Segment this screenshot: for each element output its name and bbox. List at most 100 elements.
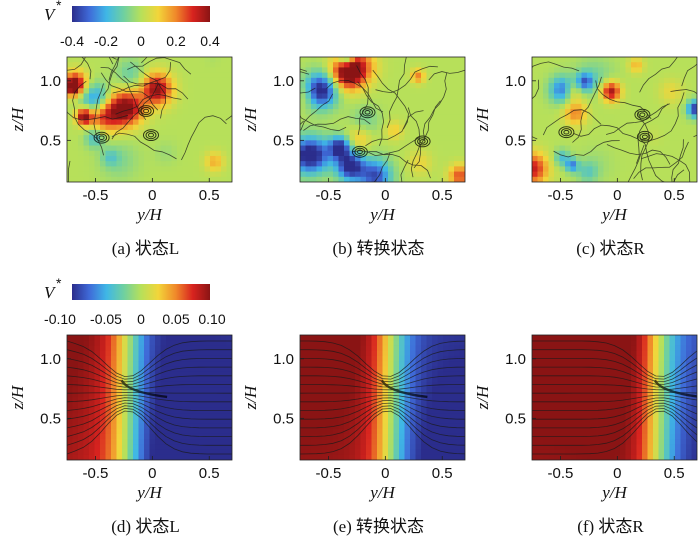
vortex <box>634 108 651 121</box>
heatmap-cell <box>322 376 329 383</box>
heatmap-cell <box>426 93 433 100</box>
heatmap-cell <box>537 109 544 115</box>
x-tick-label: 0.5 <box>199 465 220 482</box>
heatmap-cell <box>454 67 461 74</box>
heatmap-cell <box>316 93 323 100</box>
heatmap-cell <box>355 77 362 84</box>
heatmap-cell <box>609 62 616 69</box>
heatmap-cell <box>548 423 555 430</box>
heatmap-cell <box>355 392 362 399</box>
heatmap-cell <box>94 155 101 162</box>
heatmap-cell <box>188 423 195 430</box>
heatmap-cell <box>349 418 356 425</box>
heatmap-cell <box>664 124 671 131</box>
heatmap-cell <box>432 83 439 89</box>
heatmap-cell <box>559 392 566 399</box>
heatmap-cell <box>570 402 577 409</box>
heatmap-cell <box>642 371 649 378</box>
heatmap-cell <box>72 114 79 121</box>
heatmap-cell <box>226 413 232 419</box>
heatmap-cell <box>199 444 206 451</box>
heatmap-cell <box>111 397 118 404</box>
heatmap-cell <box>149 171 156 178</box>
heatmap-cell <box>311 413 318 419</box>
heatmap-cell <box>559 402 566 409</box>
heatmap-cell <box>333 350 340 357</box>
heatmap-cell <box>631 171 638 178</box>
heatmap-cell <box>642 444 649 451</box>
heatmap-cell <box>532 397 539 404</box>
heatmap-cell <box>565 350 572 357</box>
heatmap-cell <box>166 428 173 435</box>
heatmap-cell <box>89 77 96 84</box>
heatmap-cell <box>122 413 129 419</box>
heatmap-cell <box>537 444 544 451</box>
heatmap-cell <box>360 376 367 383</box>
heatmap-cell <box>166 444 173 451</box>
heatmap-cell <box>636 345 643 352</box>
heatmap-cell <box>459 161 465 167</box>
heatmap-cell <box>366 155 373 162</box>
heatmap-cell <box>669 155 676 162</box>
heatmap-cell <box>454 428 461 435</box>
heatmap-cell <box>182 166 189 173</box>
heatmap-cell <box>327 335 334 341</box>
heatmap-cell <box>188 340 195 347</box>
heatmap-cell <box>432 67 439 74</box>
heatmap-cell <box>614 103 621 110</box>
heatmap-cell <box>300 366 307 373</box>
heatmap-cell <box>625 166 632 173</box>
heatmap-cell <box>587 371 594 378</box>
heatmap-cell <box>166 114 173 121</box>
heatmap-cell <box>454 124 461 131</box>
heatmap-cell <box>625 176 632 182</box>
heatmap-cell <box>72 433 79 440</box>
heatmap-cell <box>653 124 660 131</box>
x-tick-label: 0 <box>381 465 389 482</box>
heatmap-cell <box>393 350 400 357</box>
heatmap-cell <box>658 444 665 451</box>
heatmap-cell <box>675 88 682 95</box>
heatmap-cell <box>587 176 594 182</box>
heatmap-cell <box>210 93 217 100</box>
heatmap-cell <box>543 350 550 357</box>
heatmap-cell <box>399 140 406 147</box>
heatmap-cell <box>653 361 660 367</box>
heatmap-cell <box>311 98 318 105</box>
heatmap-cell <box>338 371 345 378</box>
heatmap-cell <box>133 433 140 440</box>
heatmap-cell <box>669 109 676 115</box>
heatmap-cell <box>631 387 638 393</box>
heatmap-cell <box>105 340 112 347</box>
heatmap-cell <box>177 124 184 131</box>
heatmap-cell <box>122 444 129 451</box>
heatmap-cell <box>316 366 323 373</box>
heatmap-cell <box>349 381 356 388</box>
heatmap-cell <box>344 140 351 147</box>
heatmap-cell <box>78 418 85 425</box>
heatmap-cell <box>399 124 406 131</box>
heatmap-cell <box>160 423 167 430</box>
heatmap-cell <box>322 387 329 393</box>
heatmap-cell <box>100 340 107 347</box>
heatmap-cell <box>327 93 334 100</box>
streamline <box>300 397 465 411</box>
streamline <box>300 410 465 455</box>
heatmap-cell <box>415 109 422 115</box>
heatmap-cell <box>360 454 367 460</box>
heatmap-cell <box>67 150 74 157</box>
heatmap-cell <box>620 119 627 126</box>
heatmap-cell <box>338 176 345 182</box>
heatmap-cell <box>437 83 444 89</box>
heatmap-cell <box>377 449 384 456</box>
heatmap-cell <box>647 171 654 178</box>
heatmap-cell <box>149 161 156 167</box>
heatmap-cell <box>305 98 312 105</box>
heatmap-cell <box>160 407 167 414</box>
heatmap-cell <box>177 166 184 173</box>
heatmap-cell <box>559 119 566 126</box>
heatmap-cell <box>576 161 583 167</box>
heatmap-cell <box>116 433 123 440</box>
heatmap-cell <box>100 171 107 178</box>
heatmap-cell <box>360 166 367 173</box>
